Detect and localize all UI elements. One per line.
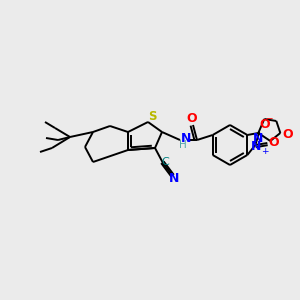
Text: C: C bbox=[161, 157, 169, 167]
Text: S: S bbox=[148, 110, 156, 124]
Text: N: N bbox=[253, 131, 263, 145]
Text: +: + bbox=[262, 148, 269, 157]
Text: O: O bbox=[282, 128, 292, 140]
Text: H: H bbox=[179, 140, 187, 150]
Text: N: N bbox=[251, 140, 262, 152]
Text: −: − bbox=[265, 113, 272, 122]
Text: O: O bbox=[187, 112, 197, 124]
Text: O: O bbox=[259, 118, 270, 130]
Text: N: N bbox=[181, 133, 191, 146]
Text: O: O bbox=[268, 136, 279, 148]
Text: N: N bbox=[169, 172, 179, 184]
